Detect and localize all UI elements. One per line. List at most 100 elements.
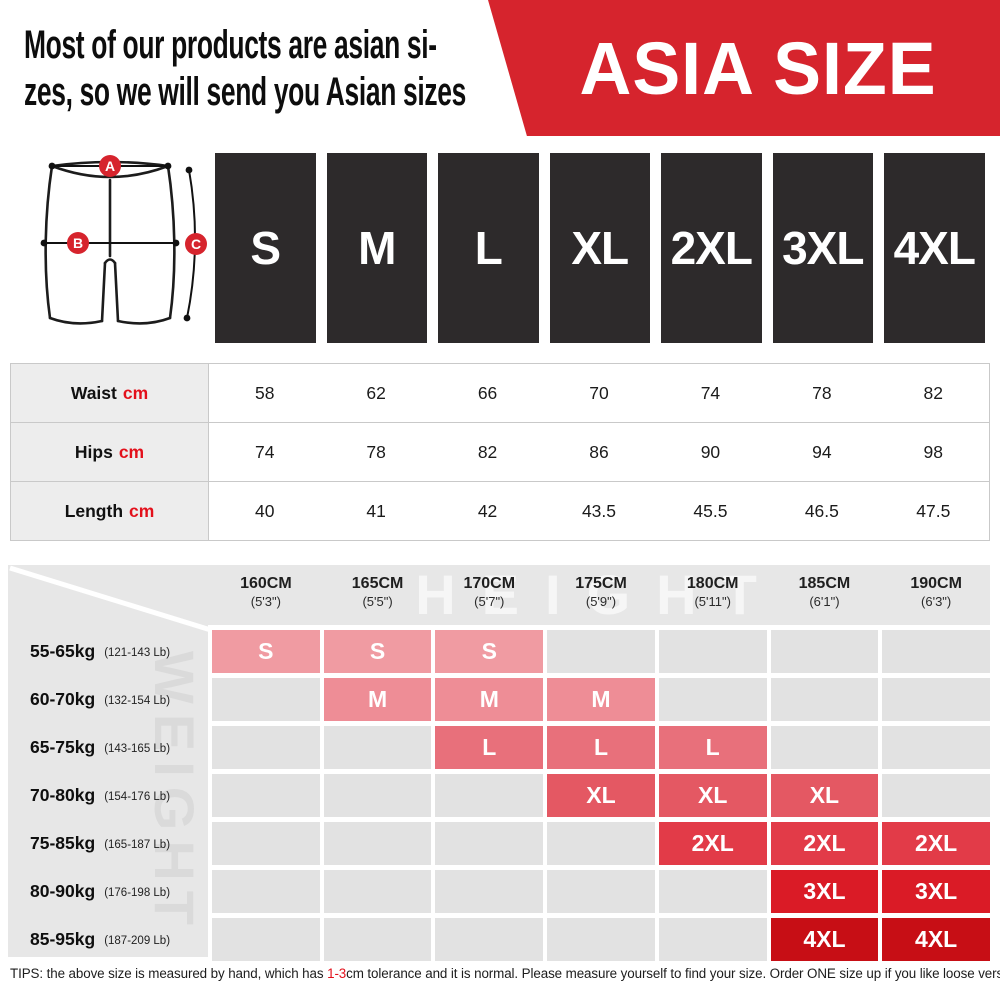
table-cell: 98 bbox=[923, 441, 944, 462]
matrix-cell bbox=[435, 822, 544, 865]
unit-label: cm bbox=[129, 500, 155, 521]
matrix-cell: L bbox=[547, 726, 655, 769]
matrix-cell: 3XL bbox=[882, 870, 990, 913]
matrix-cell: 3XL bbox=[770, 870, 879, 913]
row-label: 75-85kg (165-187 Lb) bbox=[30, 833, 171, 853]
row-label: 80-90kg (176-198 Lb) bbox=[30, 881, 171, 901]
matrix-cell bbox=[770, 678, 879, 721]
table-cell: 90 bbox=[700, 441, 721, 462]
matrix-cell bbox=[547, 822, 655, 865]
size-box: 4XL bbox=[884, 153, 985, 343]
table-cell: 47.5 bbox=[916, 500, 951, 521]
matrix-cell: 2XL bbox=[770, 822, 879, 865]
matrix-cell bbox=[658, 918, 767, 961]
matrix-cell bbox=[547, 630, 655, 673]
asia-size-banner: ASIA SIZE bbox=[488, 0, 1000, 136]
table-cell: 66 bbox=[477, 382, 498, 403]
matrix-cell: L bbox=[435, 726, 544, 769]
svg-text:B: B bbox=[73, 235, 83, 251]
matrix-cell bbox=[212, 774, 320, 817]
unit-label: cm bbox=[118, 441, 145, 462]
shorts-diagram: A B C bbox=[10, 150, 210, 350]
matrix-cell: S bbox=[435, 630, 544, 673]
matrix-cell bbox=[435, 870, 544, 913]
matrix-cell bbox=[658, 630, 767, 673]
table-cell: 82 bbox=[477, 441, 498, 462]
tips-suffix: cm tolerance and it is normal. Please me… bbox=[346, 966, 1000, 981]
weight-row-labels: 55-65kg (121-143 Lb) 60-70kg (132-154 Lb… bbox=[8, 630, 208, 961]
tips-prefix: TIPS: the above size is measured by hand… bbox=[10, 966, 328, 981]
size-box: 2XL bbox=[661, 153, 762, 343]
size-box: M bbox=[326, 153, 427, 343]
table-cell: 41 bbox=[366, 500, 386, 521]
matrix-cell bbox=[435, 774, 544, 817]
matrix-cell bbox=[323, 726, 432, 769]
matrix-cell: 4XL bbox=[882, 918, 990, 961]
height-weight-matrix: HEIGHT WEIGHT 160CM (5'3") 165CM (5'5") … bbox=[8, 563, 990, 961]
table-cell: 78 bbox=[366, 441, 386, 462]
table-cell: 62 bbox=[366, 382, 386, 403]
headline-line-1: Most of our products are asian si- bbox=[24, 23, 437, 67]
table-cell: 78 bbox=[812, 382, 832, 403]
height-column-headers: 160CM (5'3") 165CM (5'5") 170CM (5'7") 1… bbox=[212, 574, 990, 610]
matrix-cell bbox=[212, 822, 320, 865]
matrix-grid: S S S M M M L L L XL XL XL bbox=[208, 625, 990, 961]
column-header: 170CM (5'7") bbox=[463, 575, 516, 609]
matrix-cell bbox=[547, 918, 655, 961]
matrix-cell: 2XL bbox=[882, 822, 990, 865]
column-header: 165CM (5'5") bbox=[351, 575, 404, 609]
measure-marker-a: A bbox=[99, 155, 121, 177]
matrix-cell bbox=[770, 630, 879, 673]
table-cell: 74 bbox=[700, 382, 721, 403]
matrix-cell bbox=[323, 774, 432, 817]
row-header-waist: Waist cm bbox=[11, 364, 209, 422]
height-watermark: HEIGHT bbox=[415, 563, 783, 626]
row-header-length: Length cm bbox=[11, 482, 209, 540]
weight-watermark: WEIGHT bbox=[143, 651, 206, 935]
row-header-hips: Hips cm bbox=[11, 423, 209, 481]
matrix-cell bbox=[882, 774, 990, 817]
matrix-cell: M bbox=[435, 678, 544, 721]
table-row: Hips cm 74 78 82 86 90 94 98 bbox=[11, 423, 989, 482]
matrix-cell bbox=[882, 726, 990, 769]
table-cell: 94 bbox=[812, 441, 832, 462]
row-label: 55-65kg (121-143 Lb) bbox=[30, 641, 171, 661]
tips-note: TIPS: the above size is measured by hand… bbox=[10, 966, 1000, 981]
banner-title: ASIA SIZE bbox=[579, 26, 937, 110]
matrix-cell bbox=[323, 822, 432, 865]
measure-marker-b: B bbox=[67, 232, 89, 254]
table-cell: 42 bbox=[477, 500, 498, 521]
matrix-cell bbox=[323, 870, 432, 913]
table-cell: 70 bbox=[589, 382, 609, 403]
row-label: 60-70kg (132-154 Lb) bbox=[30, 689, 171, 709]
table-row: Waist cm 58 62 66 70 74 78 82 bbox=[11, 364, 989, 423]
tips-highlight: 1-3 bbox=[327, 966, 347, 981]
shorts-outline-svg: A B C bbox=[40, 155, 207, 325]
size-box: XL bbox=[549, 153, 650, 343]
size-box: S bbox=[215, 153, 316, 343]
table-cell: 45.5 bbox=[693, 500, 728, 521]
matrix-cell bbox=[212, 870, 320, 913]
size-labels-row: S M L XL 2XL 3XL 4XL bbox=[215, 153, 995, 343]
matrix-cell: S bbox=[212, 630, 320, 673]
matrix-cell: M bbox=[547, 678, 655, 721]
column-header: 160CM (5'3") bbox=[240, 575, 292, 609]
headline: Most of our products are asian si- zes, … bbox=[24, 22, 466, 116]
column-header: 190CM (6'3") bbox=[910, 575, 962, 609]
table-cell: 82 bbox=[923, 382, 944, 403]
measurements-table: Waist cm 58 62 66 70 74 78 82 Hips cm 74… bbox=[10, 363, 990, 541]
table-row: Length cm 40 41 42 43.5 45.5 46.5 47.5 bbox=[11, 482, 989, 540]
matrix-cell bbox=[658, 870, 767, 913]
matrix-cell bbox=[770, 726, 879, 769]
matrix-cell: S bbox=[323, 630, 432, 673]
matrix-cell bbox=[658, 678, 767, 721]
row-label: 65-75kg (143-165 Lb) bbox=[30, 737, 171, 757]
matrix-cell bbox=[212, 726, 320, 769]
svg-text:A: A bbox=[105, 158, 115, 174]
unit-label: cm bbox=[122, 382, 149, 403]
table-cell: 43.5 bbox=[581, 500, 617, 521]
matrix-cell bbox=[212, 678, 320, 721]
size-box: 3XL bbox=[772, 153, 873, 343]
matrix-cell bbox=[882, 678, 990, 721]
